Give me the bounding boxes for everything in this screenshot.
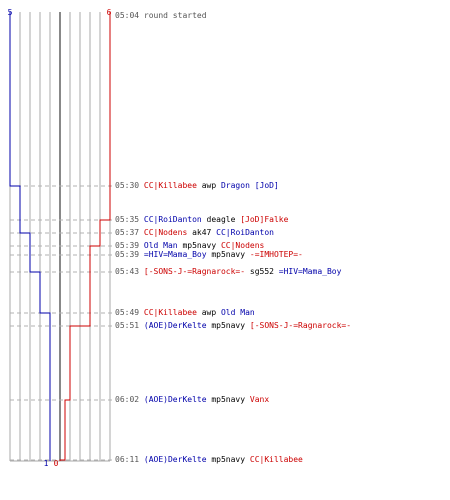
- weapon-name: deagle: [201, 215, 241, 224]
- weapon-name: awp: [196, 308, 221, 317]
- log-timestamp: 05:35: [115, 215, 144, 224]
- chart-grid: [9, 12, 111, 462]
- kill-log-row: 05:39 =HIV=Mama_Boy mp5navy -=IMHOTEP=-: [115, 249, 303, 260]
- victim-name: CC|Killabee: [249, 455, 303, 464]
- t-end-count-label: 0: [54, 459, 59, 468]
- log-timestamp: 05:37: [115, 228, 144, 237]
- log-timestamp: 05:43: [115, 267, 144, 276]
- log-timestamp: 06:02: [115, 395, 144, 404]
- killer-name: CC|Nodens: [143, 228, 188, 237]
- series-lines: [9, 12, 111, 461]
- ct-end-count-label: 1: [44, 459, 49, 468]
- weapon-name: mp5navy: [206, 250, 250, 259]
- weapon-name: ak47: [187, 228, 217, 237]
- killer-name: (AOE)DerKelte: [143, 395, 207, 404]
- victim-name: [-SONS-J-=Ragnarock=-: [249, 321, 352, 330]
- log-timestamp: 05:04: [115, 11, 144, 20]
- killer-name: [-SONS-J-=Ragnarock=-: [143, 267, 246, 276]
- kill-log-row: 05:49 CC|Killabee awp Old Man: [115, 307, 255, 318]
- kill-log-row: 05:39 Old Man mp5navy CC|Nodens: [115, 240, 264, 251]
- kill-log-row: 05:30 CC|Killabee awp Dragon [JoD]: [115, 180, 279, 191]
- killer-name: (AOE)DerKelte: [143, 455, 207, 464]
- victim-name: Old Man: [220, 308, 255, 317]
- log-timestamp: 05:39: [115, 250, 144, 259]
- weapon-name: mp5navy: [206, 321, 250, 330]
- t-alive-series-line: [59, 12, 111, 461]
- killer-name: (AOE)DerKelte: [143, 321, 207, 330]
- victim-name: [JoD]Falke: [240, 215, 289, 224]
- weapon-name: sg552: [245, 267, 279, 276]
- killer-name: =HIV=Mama_Boy: [143, 250, 207, 259]
- t-start-count-label: 6: [107, 8, 112, 17]
- killer-name: Old Man: [143, 241, 178, 250]
- victim-name: Dragon [JoD]: [220, 181, 279, 190]
- weapon-name: mp5navy: [206, 455, 250, 464]
- round-event-note: round started: [143, 11, 207, 20]
- victim-name: Vanx: [249, 395, 270, 404]
- victim-name: CC|Nodens: [220, 241, 265, 250]
- kill-log-row: 05:04 round started: [115, 10, 207, 21]
- killer-name: CC|Killabee: [143, 181, 197, 190]
- log-timestamp: 05:39: [115, 241, 144, 250]
- kill-log-row: 06:11 (AOE)DerKelte mp5navy CC|Killabee: [115, 454, 303, 465]
- weapon-name: awp: [196, 181, 221, 190]
- weapon-name: mp5navy: [177, 241, 221, 250]
- ct-start-count-label: 5: [8, 8, 13, 17]
- kill-log-row: 05:43 [-SONS-J-=Ragnarock=- sg552 =HIV=M…: [115, 266, 341, 277]
- ct-alive-series-line: [9, 12, 51, 461]
- victim-name: -=IMHOTEP=-: [249, 250, 303, 259]
- kill-log-row: 05:51 (AOE)DerKelte mp5navy [-SONS-J-=Ra…: [115, 320, 351, 331]
- victim-name: =HIV=Mama_Boy: [278, 267, 342, 276]
- event-connectors: [10, 185, 113, 461]
- log-timestamp: 06:11: [115, 455, 144, 464]
- kill-log-row: 05:37 CC|Nodens ak47 CC|RoiDanton: [115, 227, 274, 238]
- victim-name: CC|RoiDanton: [216, 228, 274, 237]
- killer-name: CC|Killabee: [143, 308, 197, 317]
- log-timestamp: 05:51: [115, 321, 144, 330]
- kill-log-row: 06:02 (AOE)DerKelte mp5navy Vanx: [115, 394, 269, 405]
- log-timestamp: 05:30: [115, 181, 144, 190]
- log-timestamp: 05:49: [115, 308, 144, 317]
- weapon-name: mp5navy: [206, 395, 250, 404]
- kill-log-row: 05:35 CC|RoiDanton deagle [JoD]Falke: [115, 214, 288, 225]
- killer-name: CC|RoiDanton: [143, 215, 202, 224]
